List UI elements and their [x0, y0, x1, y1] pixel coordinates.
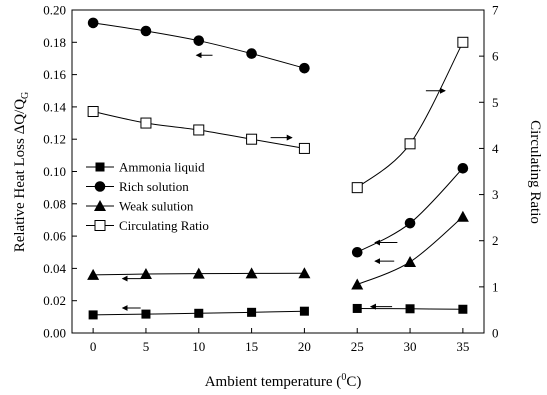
x-tick-label: 15: [245, 339, 258, 354]
y-tick-label: 0.08: [43, 196, 66, 211]
circulating-ratio-point: [246, 133, 258, 145]
weak-solution-point: [87, 268, 100, 280]
ammonia-liquid-point: [194, 308, 204, 318]
y-tick-label: 0.10: [43, 164, 66, 179]
y-tick-label: 0.14: [43, 99, 66, 114]
y2-tick-label: 4: [492, 141, 499, 156]
weak-solution-point: [298, 267, 311, 279]
y2-tick-label: 3: [492, 187, 499, 202]
x-tick-label: 30: [404, 339, 417, 354]
rich-solution-line: [356, 167, 464, 253]
ammonia-liquid-point: [88, 310, 98, 320]
rich-solution-point: [140, 25, 152, 37]
weak-solution-point: [139, 268, 152, 280]
weak-solution-point: [94, 200, 106, 211]
y-tick-label: 0.02: [43, 293, 66, 308]
legend: Ammonia liquid Rich solution Weak sulution…: [86, 160, 209, 233]
rich-solution-point: [193, 35, 205, 46]
circulating-ratio-point: [457, 36, 469, 48]
legend-label: Rich solution: [119, 179, 189, 194]
weak-solution-point: [351, 278, 364, 290]
circulating-ratio-point: [140, 117, 152, 129]
y-tick-label: 0.04: [43, 261, 66, 276]
y2-tick-label: 5: [492, 95, 499, 110]
rich-solution-point: [246, 48, 257, 59]
x-tick-label: 35: [456, 339, 469, 354]
ammonia-liquid-point: [247, 307, 257, 317]
y-tick-label: 0.00: [43, 326, 66, 341]
x-tick-label: 20: [298, 339, 311, 354]
x-tick-label: 0: [90, 339, 97, 354]
weak-solution-point: [192, 267, 205, 279]
circulating-ratio-point: [87, 106, 99, 118]
x-tick-label: 10: [192, 339, 205, 354]
ticks-layer: 0 5 10 15 20 25 30 350.000.020.040.060.080.100.…: [43, 3, 499, 355]
legend-label: Circulating Ratio: [119, 218, 209, 233]
y2-tick-label: 2: [492, 233, 499, 248]
y2-axis-title: Circulating Ratio: [527, 120, 543, 224]
ammonia-liquid-point: [299, 306, 309, 316]
rich-solution-point: [87, 17, 99, 29]
circulating-ratio-point: [351, 182, 363, 194]
ammonia-liquid-point: [458, 304, 468, 314]
weak-solution-point: [456, 210, 469, 222]
y-tick-label: 0.16: [43, 67, 66, 82]
series-layer: [87, 17, 469, 320]
y2-tick-label: 6: [492, 49, 499, 64]
ammonia-liquid-point: [352, 303, 362, 313]
legend-label: Weak sulution: [119, 199, 194, 214]
weak-solution-point: [245, 267, 258, 279]
rich-solution-point: [299, 62, 310, 74]
y2-tick-label: 0: [492, 326, 499, 341]
ammonia-liquid-point: [405, 304, 415, 314]
y2-tick-label: 1: [492, 279, 499, 294]
y-tick-label: 0.06: [43, 229, 66, 244]
y-axis-title: Relative Heat Loss ΔQ/QG: [12, 92, 31, 253]
circulating-ratio-line: [356, 42, 464, 189]
legend-label: Ammonia liquid: [119, 160, 205, 175]
y-tick-label: 0.18: [43, 35, 66, 50]
ammonia-liquid-point: [141, 309, 151, 319]
y-tick-label: 0.12: [43, 132, 66, 147]
weak-solution-point: [404, 255, 417, 267]
rich-solution-point: [351, 246, 363, 258]
circulating-ratio-point: [298, 142, 310, 154]
y-tick-label: 0.20: [43, 3, 66, 18]
rich-solution-point: [404, 217, 416, 229]
circulating-ratio-point: [404, 138, 416, 150]
rich-solution-point: [94, 181, 106, 192]
x-tick-label: 25: [351, 339, 364, 354]
circulating-ratio-point: [193, 124, 205, 136]
ammonia-liquid-point: [95, 162, 105, 172]
circulating-ratio-point: [94, 220, 106, 231]
x-axis-title: Ambient temperature (0C): [205, 372, 362, 390]
rich-solution-point: [457, 162, 469, 174]
annotation-layer: [121, 52, 446, 311]
y2-tick-label: 7: [492, 3, 499, 18]
x-tick-label: 5: [143, 339, 150, 354]
